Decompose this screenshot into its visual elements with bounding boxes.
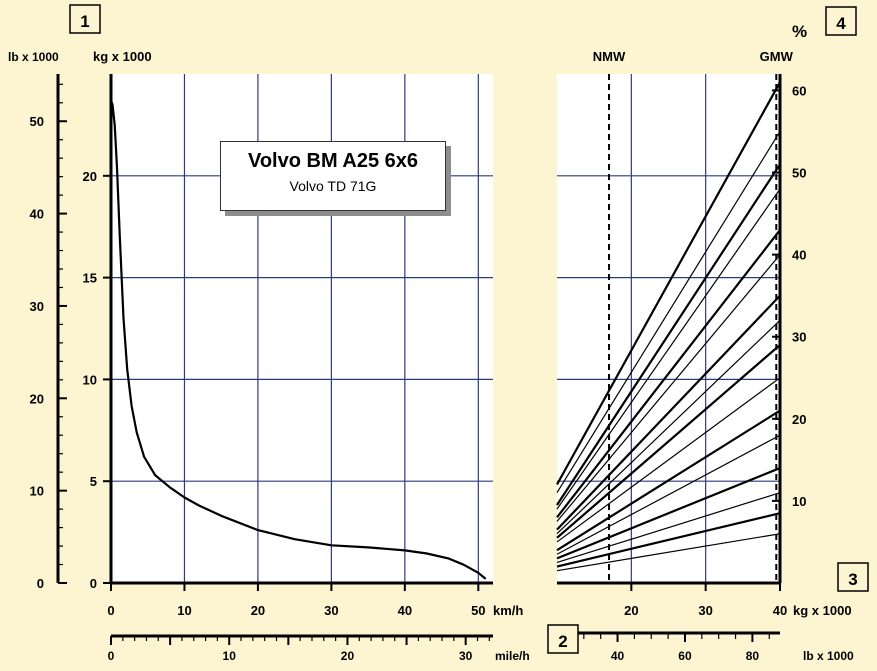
left-x-tick-label: 0 bbox=[107, 603, 114, 618]
chart-subtitle: Volvo TD 71G bbox=[289, 178, 377, 194]
marker-4-frame bbox=[825, 6, 857, 36]
left-x-tick-label: 20 bbox=[251, 603, 265, 618]
grade-line-7 bbox=[556, 377, 781, 543]
left-x-axis-label: km/h bbox=[493, 603, 523, 618]
marker-3-frame bbox=[837, 562, 869, 592]
left-x-tick-label: 10 bbox=[177, 603, 191, 618]
grade-line-12 bbox=[556, 229, 781, 518]
right-x-tick-label: 30 bbox=[698, 603, 712, 618]
left-mph-tick-label: 20 bbox=[341, 649, 355, 663]
marker-3: 3 bbox=[848, 570, 857, 589]
right-x-tick-label: 20 bbox=[624, 603, 638, 618]
left-lb-tick-label: 10 bbox=[30, 484, 44, 499]
marker-2-frame bbox=[547, 624, 579, 654]
grade-line-1 bbox=[556, 533, 781, 572]
right-lb-tick-label: 40 bbox=[611, 649, 625, 663]
left-x-tick-label: 50 bbox=[471, 603, 485, 618]
left-mph-axis-label: mile/h bbox=[495, 649, 530, 663]
right-y-tick-label: 60 bbox=[792, 83, 806, 98]
grade-line-10 bbox=[556, 294, 781, 531]
grade-line-9 bbox=[556, 319, 781, 535]
right-x-tick-label: 40 bbox=[773, 603, 787, 618]
marker-2: 2 bbox=[558, 632, 567, 651]
left-y-tick-label: 15 bbox=[83, 271, 97, 286]
grade-line-8 bbox=[556, 344, 781, 539]
grade-line-2 bbox=[556, 512, 781, 568]
grade-line-3 bbox=[556, 492, 781, 564]
right-lb-tick-label: 80 bbox=[746, 649, 760, 663]
left-lb-tick-label: 0 bbox=[37, 576, 44, 591]
right-y-axis-label: % bbox=[792, 22, 807, 41]
left-y-tick-label: 0 bbox=[90, 576, 97, 591]
right-plot-area bbox=[557, 74, 780, 583]
grade-line-15 bbox=[556, 131, 781, 494]
right-x-axis-label: kg x 1000 bbox=[793, 603, 852, 618]
right-y-tick-label: 40 bbox=[792, 248, 806, 263]
left-x-tick-label: 40 bbox=[398, 603, 412, 618]
grade-line-5 bbox=[556, 434, 781, 555]
grade-line-11 bbox=[556, 254, 781, 522]
left-y-tick-label: 5 bbox=[90, 474, 97, 489]
right-lb-axis-label: lb x 1000 bbox=[803, 649, 854, 663]
rimpull-curve bbox=[109, 100, 487, 580]
grade-line-16 bbox=[556, 81, 781, 486]
left-lb-tick-label: 30 bbox=[30, 299, 44, 314]
left-y-tick-label: 20 bbox=[83, 169, 97, 184]
chart-title: Volvo BM A25 6x6 bbox=[247, 150, 419, 172]
right-y-tick-label: 50 bbox=[792, 166, 806, 181]
grade-line-4 bbox=[556, 467, 781, 560]
left-lb-tick-label: 40 bbox=[30, 207, 44, 222]
marker-1-frame bbox=[69, 4, 101, 34]
grade-line-14 bbox=[556, 163, 781, 506]
left-y-tick-label: 10 bbox=[83, 372, 97, 387]
left-x-tick-label: 30 bbox=[324, 603, 338, 618]
grade-line-13 bbox=[556, 188, 781, 510]
title-box: Volvo BM A25 6x6 Volvo TD 71G bbox=[220, 141, 446, 211]
marker-1: 1 bbox=[80, 12, 89, 31]
left-y-axis-label: kg x 1000 bbox=[93, 49, 152, 64]
left-mph-tick-label: 30 bbox=[459, 649, 473, 663]
gmw-label: GMW bbox=[760, 49, 794, 64]
left-lb-axis-label: lb x 1000 bbox=[8, 50, 59, 64]
nmw-label: NMW bbox=[593, 49, 626, 64]
left-mph-tick-label: 10 bbox=[223, 649, 237, 663]
left-mph-tick-label: 0 bbox=[108, 649, 115, 663]
grade-line-6 bbox=[556, 409, 781, 552]
right-lb-tick-label: 60 bbox=[678, 649, 692, 663]
left-lb-tick-label: 20 bbox=[30, 391, 44, 406]
left-lb-tick-label: 50 bbox=[30, 114, 44, 129]
right-y-tick-label: 10 bbox=[792, 494, 806, 509]
right-y-tick-label: 20 bbox=[792, 412, 806, 427]
right-y-tick-label: 30 bbox=[792, 330, 806, 345]
marker-4: 4 bbox=[836, 14, 846, 33]
